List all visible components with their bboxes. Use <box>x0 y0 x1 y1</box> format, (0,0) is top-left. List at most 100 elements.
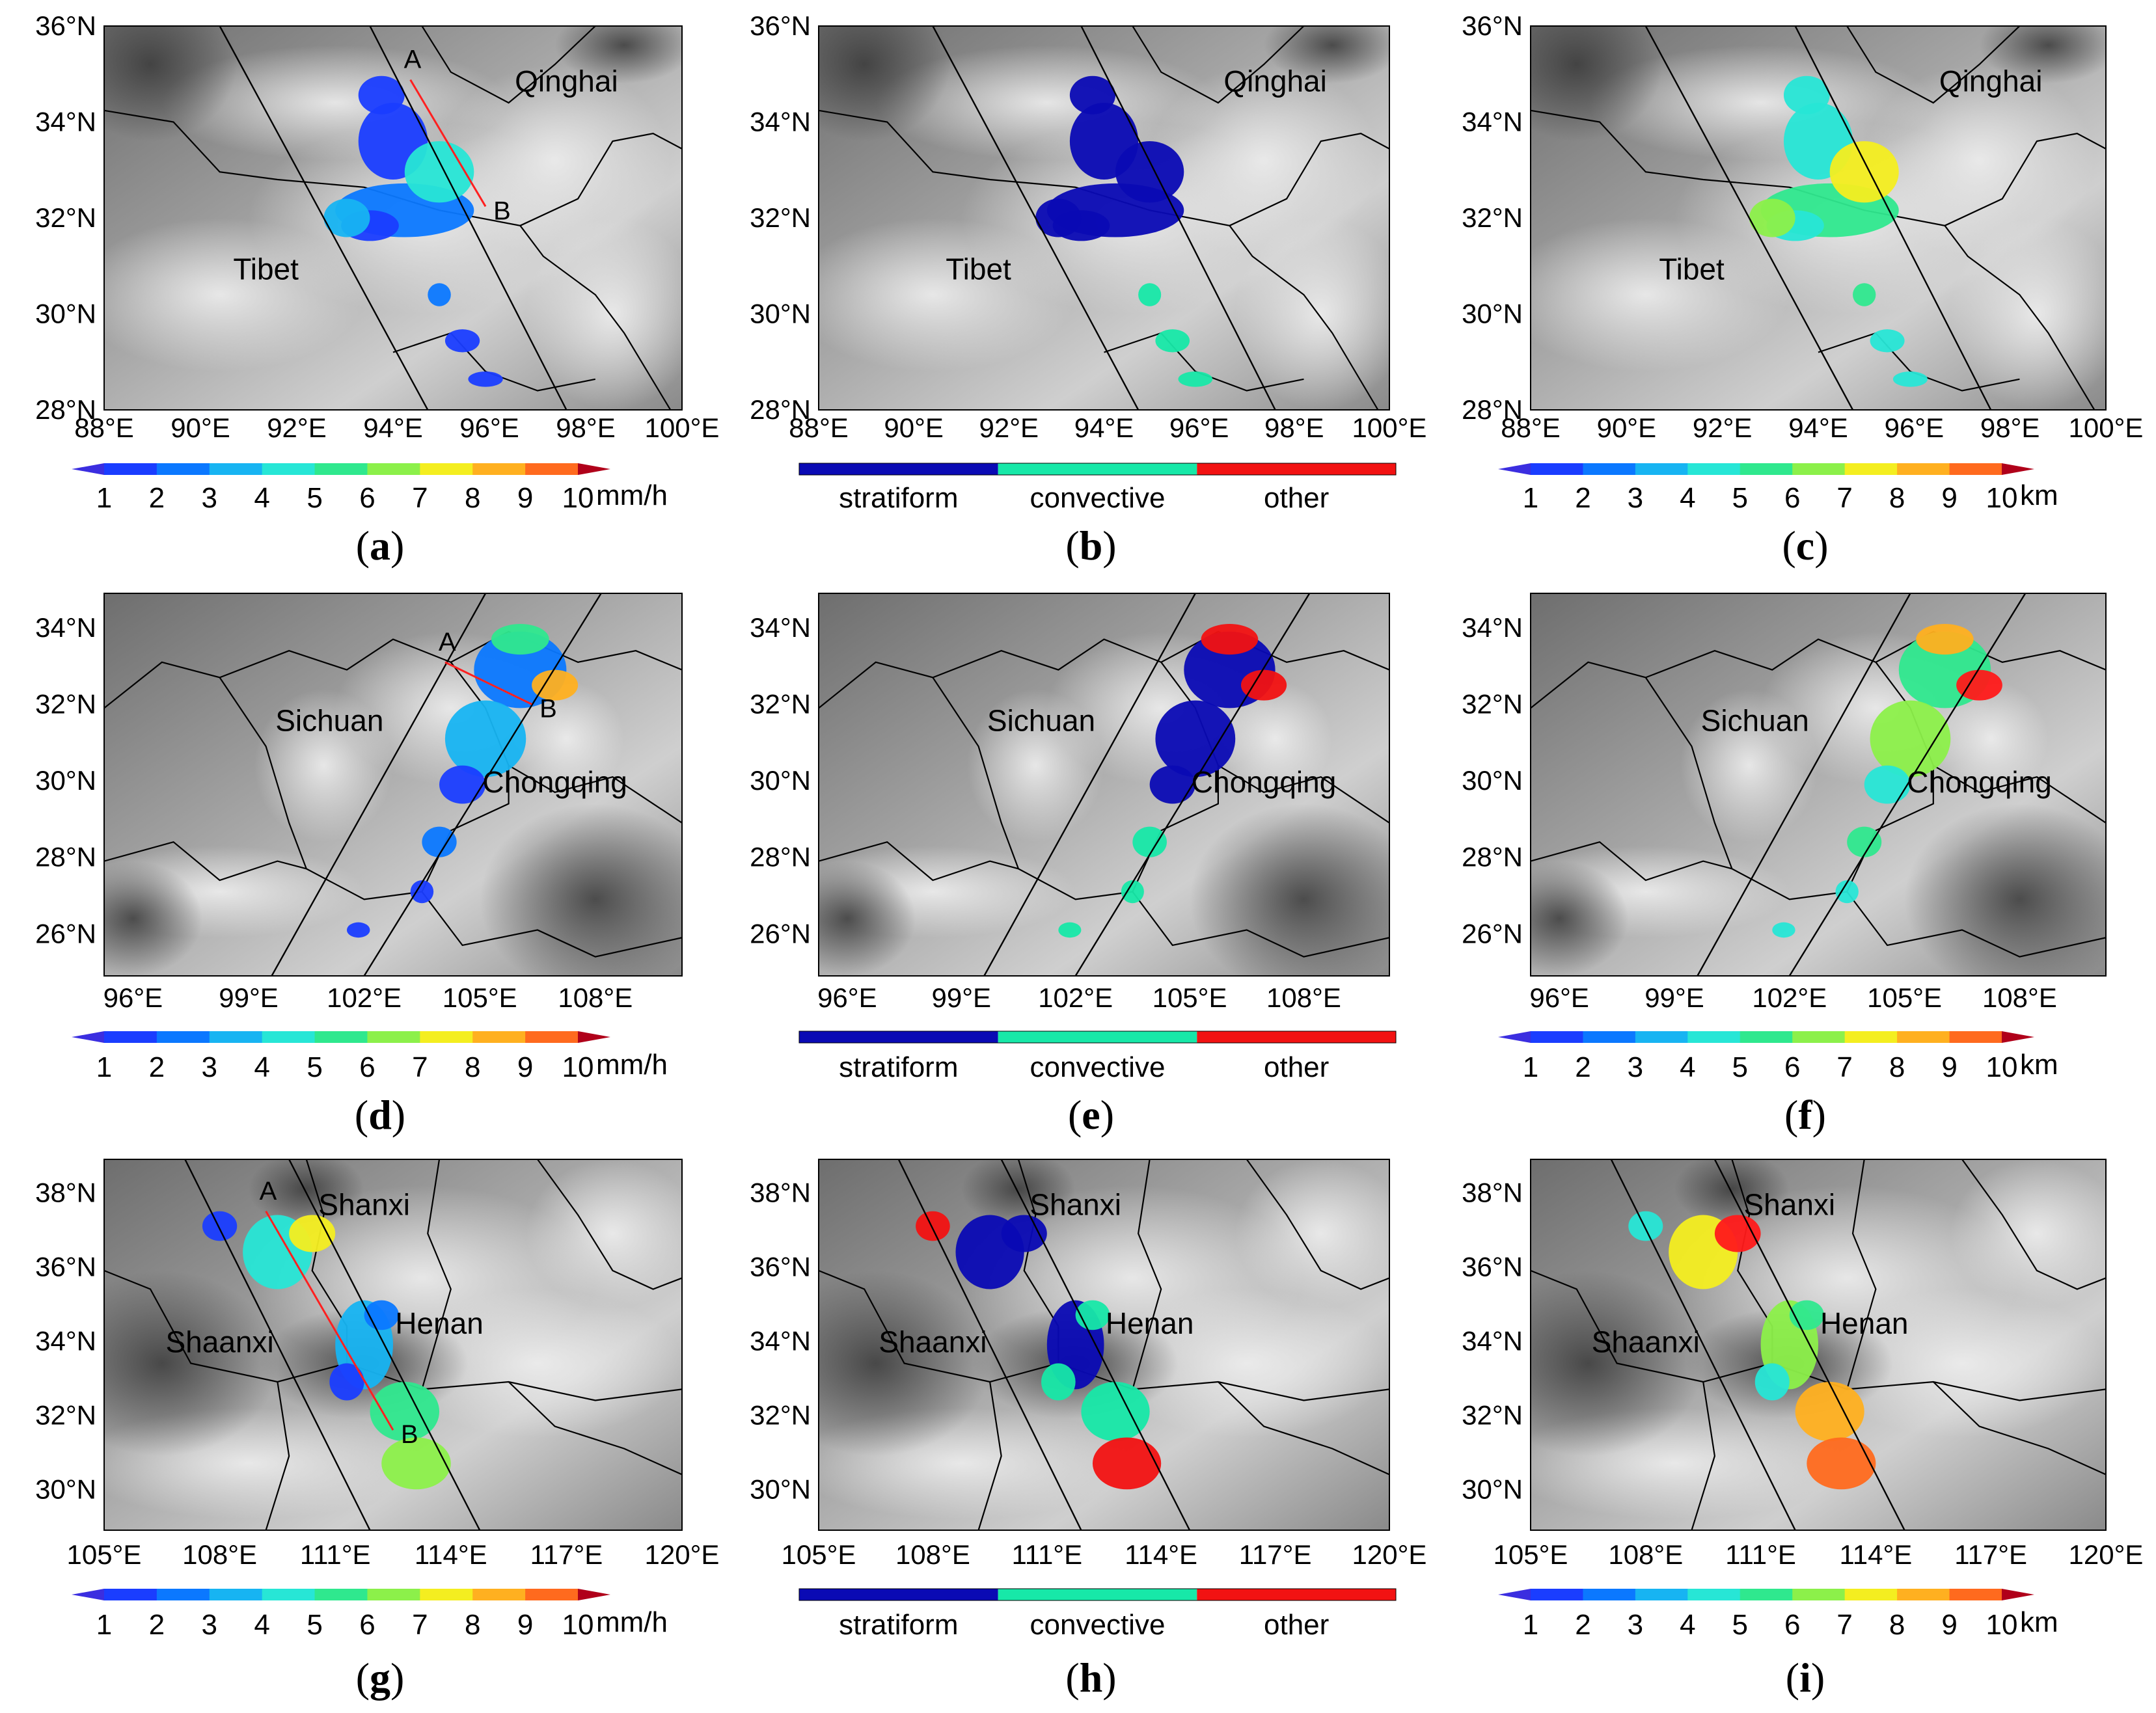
panel-letter: a <box>370 522 390 569</box>
map-content <box>1531 593 2106 976</box>
colorbar-segment <box>1531 463 1583 475</box>
precip-patch <box>1201 624 1259 655</box>
swath-edge <box>1794 26 1992 410</box>
swath-edge <box>1000 1159 1191 1530</box>
region-label: Chongqing <box>1907 765 2052 799</box>
lon-tick-label: 114°E <box>1840 1539 1913 1570</box>
precip-patch <box>1749 198 1795 237</box>
lon-tick-label: 108°E <box>182 1539 257 1570</box>
colorbar-segment <box>367 1589 420 1600</box>
lon-tick-label: 108°E <box>1982 982 2057 1013</box>
lon-tick-label: 108°E <box>1608 1539 1683 1570</box>
colorbar-tick-label: 10 <box>1986 482 2018 514</box>
colorbar-frame <box>798 1588 1397 1601</box>
colorbar-segment <box>472 463 526 475</box>
lon-tick-label: 88°E <box>789 412 849 443</box>
lat-tick-label: 38°N <box>35 1177 96 1207</box>
colorbar-segment <box>1635 1589 1688 1600</box>
map-frame <box>1530 25 2107 411</box>
cloud-area <box>526 218 682 410</box>
swath-edge <box>1644 26 1854 410</box>
colorbar-category-label: stratiform <box>839 482 958 514</box>
colorbar-tick-label: 7 <box>412 1051 428 1083</box>
precip-patch <box>1092 1437 1162 1490</box>
colorbar-segment <box>1197 463 1396 475</box>
lat-tick-label: 26°N <box>1462 918 1523 949</box>
swath-edge <box>219 26 429 410</box>
precip-patch <box>1178 371 1213 387</box>
lat-tick-label: 34°N <box>750 612 811 643</box>
colorbar-high-arrow <box>2002 463 2034 475</box>
colorbar-tick-label: 3 <box>1628 1609 1643 1641</box>
colorbar-tick-label: 3 <box>202 1609 217 1641</box>
region-label: Shaanxi <box>1592 1325 1700 1358</box>
colorbar-tick-label: 7 <box>412 482 428 514</box>
swath-edge <box>271 593 487 976</box>
swath-edge <box>369 26 567 410</box>
colorbar-segment <box>998 1031 1197 1043</box>
swath-edge <box>1080 26 1276 410</box>
lon-tick-label: 111°E <box>1725 1539 1796 1570</box>
precip-patch <box>428 283 451 306</box>
panel-caption: (g) <box>356 1654 405 1701</box>
colorbar-segment <box>262 1031 316 1043</box>
lon-tick-label: 105°E <box>1867 982 1942 1013</box>
province-border <box>1933 764 2106 824</box>
lat-tick-label: 34°N <box>1462 107 1523 137</box>
precip-patch <box>1864 765 1911 804</box>
province-border <box>1691 1381 1716 1530</box>
panel-b: Qinghai Tibet 36°N 34°N 32°N 30°N 28°N88°E 90°E… <box>750 10 1426 569</box>
lat-tick-label: 36°N <box>35 1251 96 1282</box>
lon-tick-label: 94°E <box>1788 412 1848 443</box>
province-border <box>265 1381 290 1530</box>
precip-patch <box>532 669 579 701</box>
colorbar-segment <box>1197 1589 1396 1600</box>
colorbar-tick-label: 6 <box>359 482 375 514</box>
point-a-label: A <box>439 628 456 656</box>
colorbar: stratiform convective other <box>798 1588 1397 1641</box>
colorbar-tick-label: 2 <box>149 1609 165 1641</box>
colorbar-segment <box>1531 1031 1583 1043</box>
colorbar: 1 2 3 4 5 6 7 8 9 10 mm/h <box>72 1589 668 1641</box>
precip-patch <box>1870 700 1951 777</box>
lon-tick-label: 105°E <box>782 1539 856 1570</box>
lon-tick-label: 98°E <box>1264 412 1324 443</box>
lon-tick-label: 96°E <box>1169 412 1229 443</box>
province-border <box>932 677 1389 958</box>
lat-tick-label: 30°N <box>35 1474 96 1504</box>
province-border <box>1218 764 1389 824</box>
lon-tick-label: 98°E <box>556 412 616 443</box>
swath-edge <box>983 593 1196 976</box>
point-a-label: A <box>404 46 422 74</box>
lon-tick-label: 114°E <box>415 1539 487 1570</box>
colorbar-tick-label: 8 <box>465 482 480 514</box>
colorbar-segment <box>1844 1031 1898 1043</box>
colorbar-segment <box>525 1031 579 1043</box>
colorbar-segment <box>104 1589 157 1600</box>
colorbar-tick-label: 8 <box>1889 482 1905 514</box>
precip-patch <box>444 329 480 353</box>
colorbar-tick-label: 6 <box>1784 482 1800 514</box>
region-label: Tibet <box>1659 252 1725 286</box>
colorbar-category-label: other <box>1264 482 1329 514</box>
precip-patch <box>422 826 457 857</box>
colorbar-tick-label: 4 <box>1680 1051 1695 1083</box>
swath-edge <box>932 26 1139 410</box>
panel-caption: (i) <box>1786 1654 1825 1701</box>
lat-tick-label: 34°N <box>1462 612 1523 643</box>
colorbar-frame <box>798 1031 1397 1044</box>
map-content <box>819 26 1389 410</box>
lat-tick-label: 32°N <box>750 689 811 720</box>
province-border <box>421 26 596 104</box>
precip-patch <box>439 765 486 804</box>
colorbar-high-arrow <box>2002 1031 2034 1043</box>
colorbar-segment <box>1740 463 1793 475</box>
precip-patch <box>1138 283 1162 306</box>
colorbar-unit: km <box>2020 1049 2058 1081</box>
province-border <box>1246 1159 1389 1290</box>
lat-tick-label: 34°N <box>35 107 96 137</box>
precip-patch <box>323 198 370 237</box>
lon-tick-label: 94°E <box>363 412 423 443</box>
map-frame <box>818 25 1390 411</box>
province-border <box>104 630 682 709</box>
